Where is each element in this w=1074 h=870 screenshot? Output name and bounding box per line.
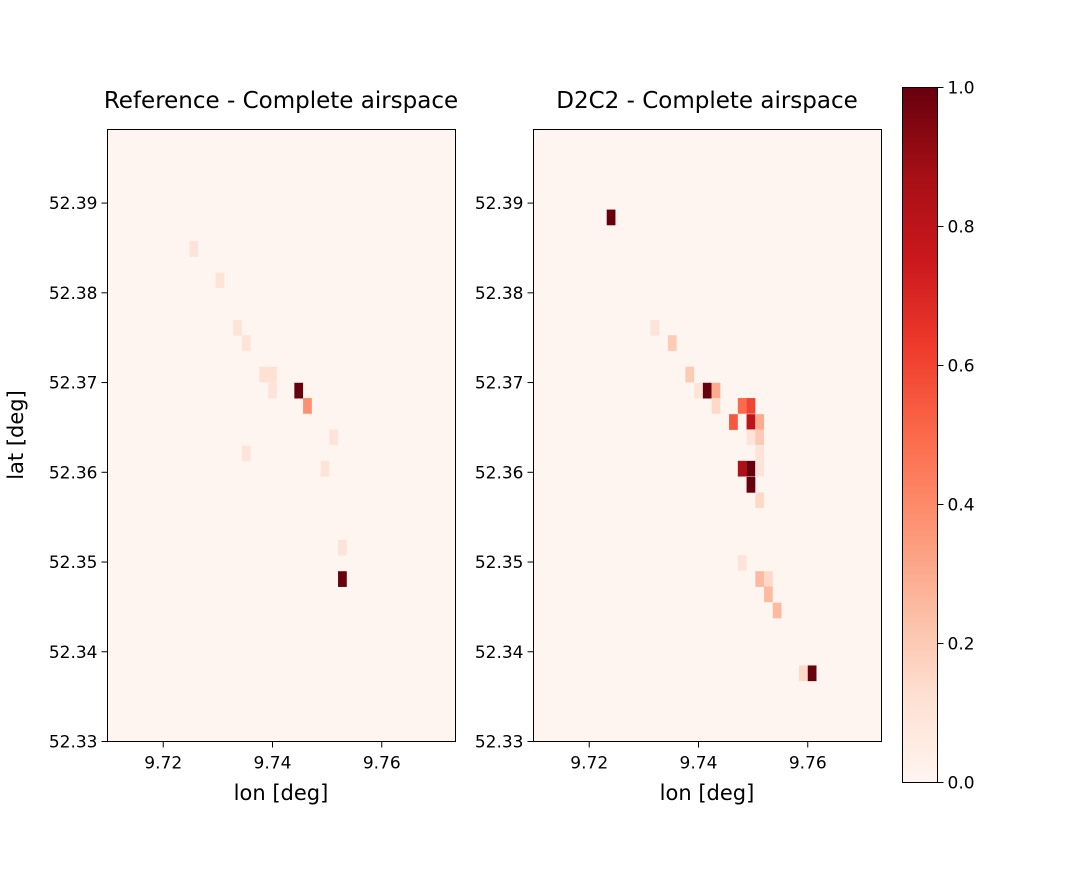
reference-x-ticks: 9.72 9.74 9.76 [144,741,401,774]
d2c2-cell-12 [755,414,765,430]
reference-xtick-label-0: 9.72 [144,754,182,774]
reference-plot-frame [107,129,456,742]
d2c2-cell-20 [755,492,765,508]
d2c2-ytick-label-0: 52.33 [475,733,524,753]
reference-cell-12 [338,539,347,556]
reference-ytick-label-5: 52.38 [49,284,98,304]
reference-xtick-label-2: 9.76 [363,754,401,774]
d2c2-xlabel: lon [deg] [660,781,755,805]
reference-cell-8 [303,398,312,414]
d2c2-xtick-label-1: 9.74 [680,754,718,774]
d2c2-plot-frame [533,129,882,742]
colorbar-tick-label-3: 0.6 [948,357,975,377]
d2c2-cell-22 [755,571,765,587]
d2c2-cell-24 [764,586,773,603]
d2c2-xtick-label-2: 9.76 [789,754,827,774]
d2c2-cell-8 [737,398,747,414]
d2c2-cell-11 [746,414,756,430]
reference-cell-4 [259,366,269,383]
d2c2-ytick-label-4: 52.37 [475,374,524,394]
d2c2-title: D2C2 - Complete airspace [556,88,858,114]
d2c2-heatmap-panel: D2C2 - Complete airspace 9.72 9.74 9.76 52… [475,88,882,805]
reference-cell-7 [294,382,304,399]
d2c2-cell-9 [746,398,756,414]
reference-cell-2 [233,319,242,336]
reference-cell-11 [320,460,330,477]
colorbar-gradient [902,87,938,783]
reference-cell-9 [329,429,339,446]
d2c2-cell-26 [799,665,808,682]
colorbar-tick-label-5: 1.0 [948,79,975,99]
d2c2-cell-18 [755,460,765,477]
d2c2-cell-27 [807,665,817,682]
colorbar-tick-label-0: 0.0 [948,774,975,794]
reference-plot-background [107,129,456,742]
reference-xlabel: lon [deg] [234,781,329,805]
d2c2-cell-15 [755,445,765,462]
colorbar-tick-label-4: 0.8 [948,218,975,238]
reference-cell-10 [241,445,251,462]
reference-cell-1 [215,272,225,289]
d2c2-cells [606,209,817,682]
reference-ylabel: lat [deg] [4,390,28,480]
reference-ytick-label-2: 52.35 [49,553,98,573]
reference-heatmap-panel: Reference - Complete airspace 9.72 9.74 9.… [4,88,458,805]
d2c2-cell-13 [746,429,756,446]
reference-cells [189,240,347,587]
d2c2-ytick-label-5: 52.38 [475,284,524,304]
reference-ytick-label-0: 52.33 [49,733,98,753]
reference-ytick-label-3: 52.36 [49,463,98,483]
d2c2-ytick-label-1: 52.34 [475,643,524,663]
reference-cell-3 [241,335,251,351]
reference-ytick-label-1: 52.34 [49,643,98,663]
d2c2-cell-14 [755,429,765,446]
reference-cell-6 [268,382,277,399]
d2c2-cell-10 [729,414,738,430]
d2c2-cell-6 [711,382,721,399]
colorbar-ticks: 0.0 0.2 0.4 0.6 0.8 1.0 [937,79,975,794]
reference-cell-0 [189,240,199,257]
d2c2-ytick-label-2: 52.35 [475,553,524,573]
d2c2-cell-4 [694,382,703,399]
d2c2-cell-25 [772,602,782,619]
d2c2-cell-2 [667,335,677,351]
d2c2-y-ticks: 52.33 52.34 52.35 52.36 52.37 52.38 52.39 [475,194,534,753]
d2c2-cell-19 [746,477,756,493]
d2c2-cell-7 [711,398,721,414]
d2c2-cell-16 [737,460,747,477]
colorbar-tick-label-2: 0.4 [948,496,975,516]
d2c2-cell-1 [650,319,660,336]
d2c2-xtick-label-0: 9.72 [570,754,608,774]
reference-cell-13 [338,571,347,587]
d2c2-cell-21 [737,555,747,571]
colorbar-tick-label-1: 0.2 [948,635,975,655]
d2c2-cell-23 [764,571,773,587]
d2c2-cell-5 [702,382,712,399]
d2c2-x-ticks: 9.72 9.74 9.76 [570,741,827,774]
reference-ytick-label-4: 52.37 [49,374,98,394]
d2c2-plot-background [533,129,882,742]
reference-y-ticks: 52.33 52.34 52.35 52.36 52.37 52.38 52.39 [49,194,108,753]
reference-xtick-label-1: 9.74 [254,754,292,774]
d2c2-cell-0 [606,209,616,226]
d2c2-ytick-label-3: 52.36 [475,463,524,483]
reference-cell-5 [268,366,277,383]
d2c2-cell-17 [746,460,756,477]
reference-ytick-label-6: 52.39 [49,194,98,214]
d2c2-ytick-label-6: 52.39 [475,194,524,214]
colorbar: 0.0 0.2 0.4 0.6 0.8 1.0 [902,79,975,794]
d2c2-cell-3 [685,366,695,383]
reference-title: Reference - Complete airspace [104,88,458,114]
